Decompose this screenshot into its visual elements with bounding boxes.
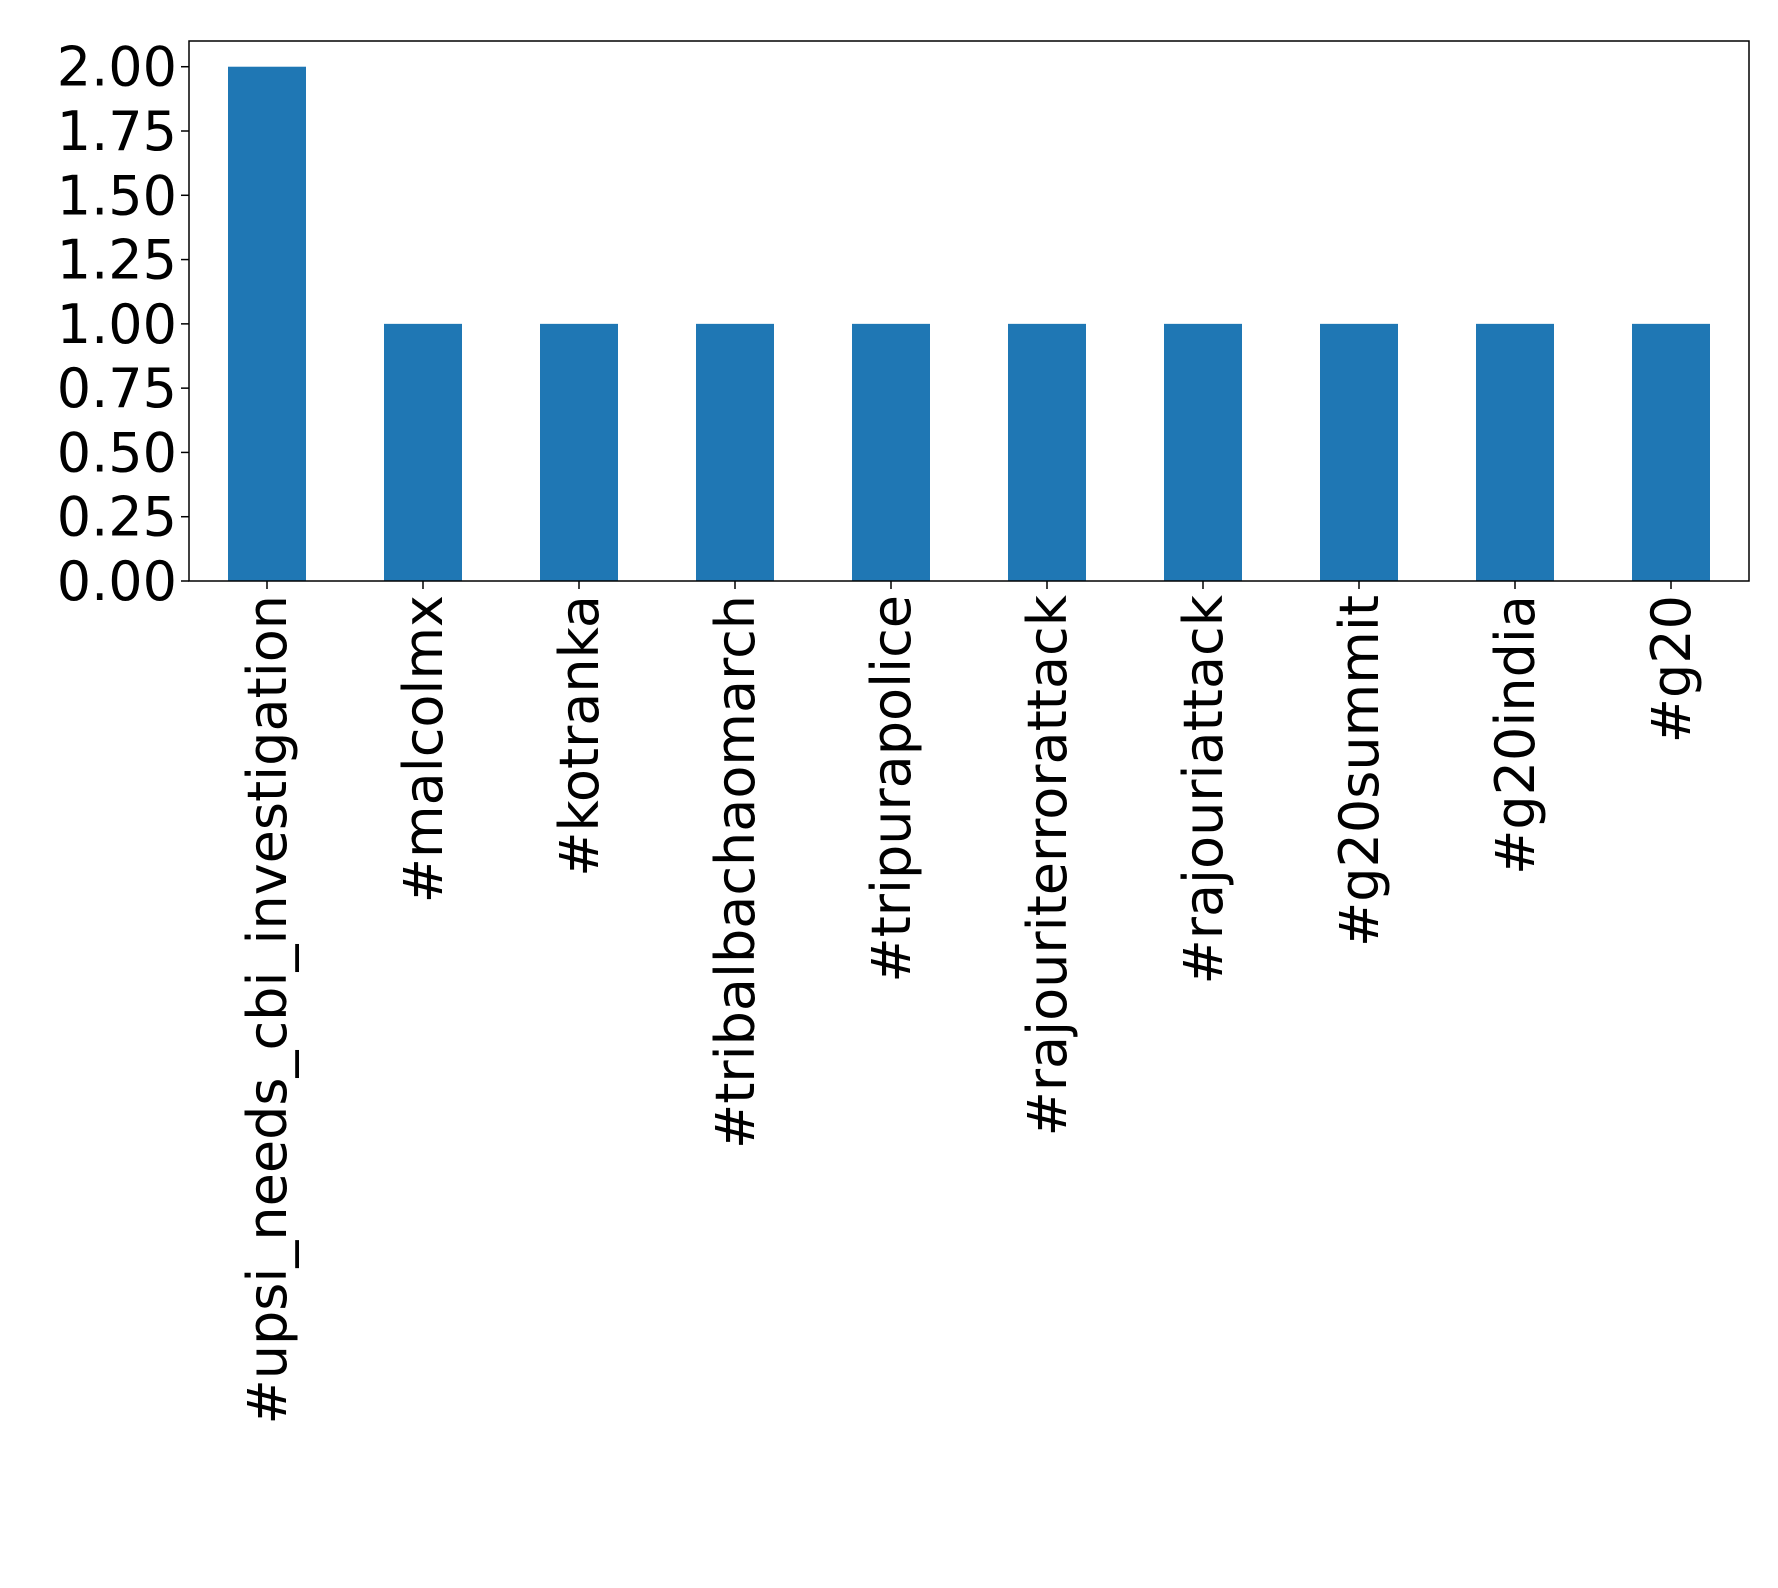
y-tick-label: 1.25 xyxy=(57,229,177,292)
bar xyxy=(1164,323,1242,581)
x-tick-label: #tripurapolice xyxy=(860,595,923,983)
x-tick-label: #upsi_needs_cbi_investigation xyxy=(236,595,299,1424)
x-tick-label: #malcolmx xyxy=(392,595,455,903)
bar xyxy=(1476,323,1554,581)
bar xyxy=(540,323,618,581)
x-tick-label: #tribalbachaomarch xyxy=(704,595,767,1149)
bar xyxy=(1008,323,1086,581)
y-tick-label: 0.50 xyxy=(57,421,177,484)
y-tick-label: 0.75 xyxy=(57,357,177,420)
bar xyxy=(228,66,306,581)
axes-frame xyxy=(188,40,1750,582)
bar xyxy=(852,323,930,581)
y-tick-label: 2.00 xyxy=(57,36,177,99)
bar xyxy=(696,323,774,581)
y-tick-label: 1.00 xyxy=(57,293,177,356)
y-tick-label: 1.75 xyxy=(57,100,177,163)
bar xyxy=(384,323,462,581)
x-tick-label: #g20summit xyxy=(1328,595,1391,947)
y-tick-label: 0.00 xyxy=(57,550,177,613)
y-tick-label: 1.50 xyxy=(57,164,177,227)
x-tick-label: #rajouriterrorattack xyxy=(1016,594,1079,1136)
x-tick-label: #kotranka xyxy=(548,595,611,877)
bar xyxy=(1632,323,1710,581)
x-tick-label: #g20 xyxy=(1640,595,1703,743)
y-tick-label: 0.25 xyxy=(57,486,177,549)
x-tick-label: #g20india xyxy=(1484,595,1547,875)
x-tick-label: #rajouriattack xyxy=(1172,594,1235,984)
bar xyxy=(1320,323,1398,581)
